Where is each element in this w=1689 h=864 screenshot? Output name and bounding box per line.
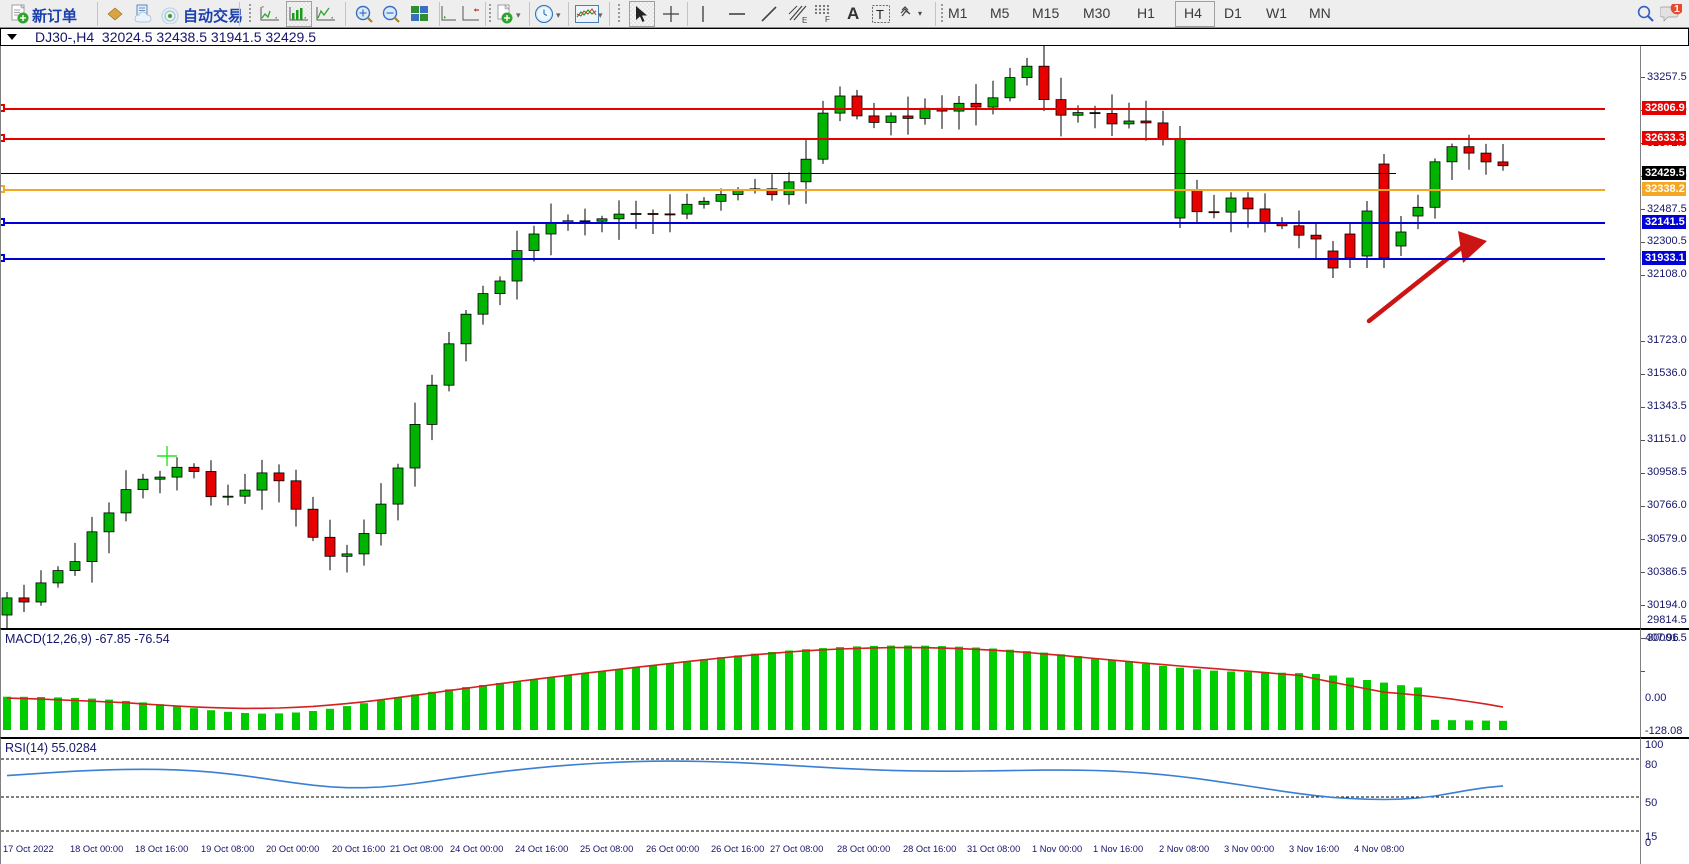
- svg-text:F: F: [825, 15, 830, 23]
- svg-text:T: T: [876, 7, 884, 22]
- svg-text:1: 1: [1674, 4, 1680, 15]
- svg-text:E: E: [802, 16, 807, 24]
